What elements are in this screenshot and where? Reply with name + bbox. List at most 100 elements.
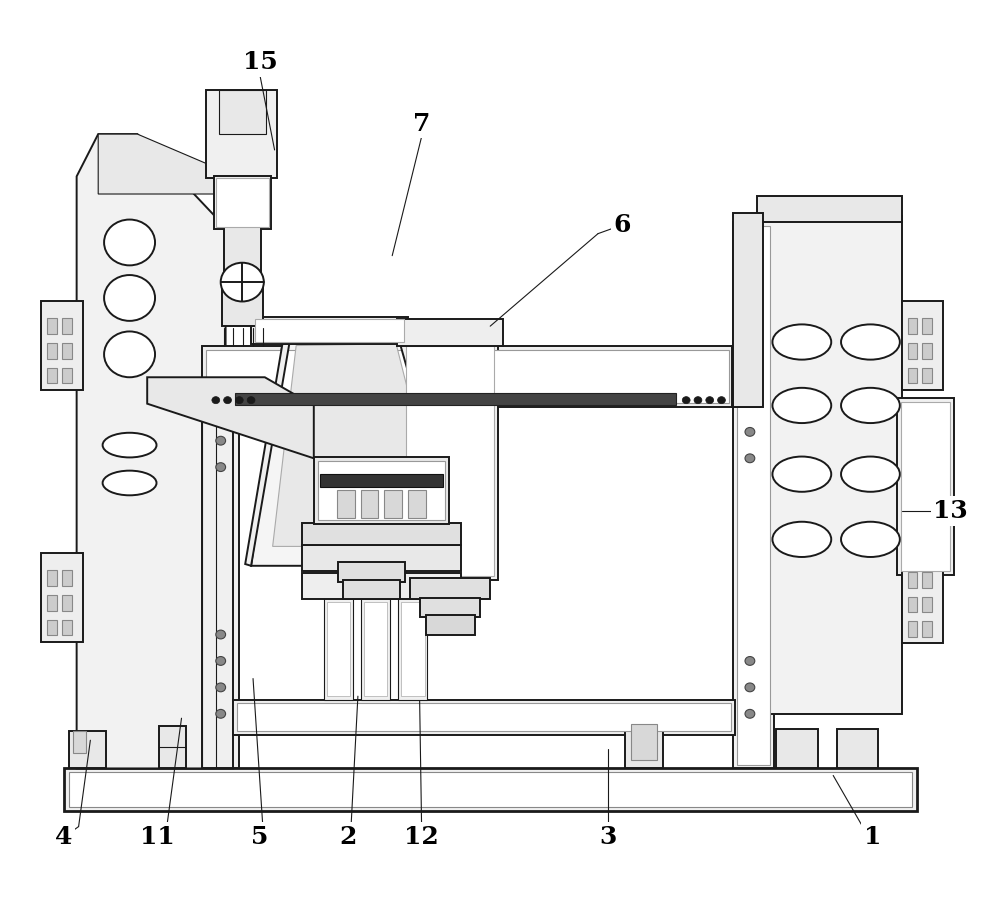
Bar	[922, 318, 932, 334]
Polygon shape	[251, 342, 463, 565]
Polygon shape	[77, 134, 233, 769]
Circle shape	[216, 436, 226, 445]
Bar	[41, 554, 83, 642]
Bar	[361, 599, 390, 699]
Bar	[922, 368, 932, 384]
Bar	[908, 368, 917, 384]
Circle shape	[216, 656, 226, 665]
Bar	[837, 729, 878, 769]
Bar	[47, 595, 57, 610]
Ellipse shape	[772, 521, 831, 557]
Bar	[314, 458, 449, 523]
Polygon shape	[245, 343, 289, 565]
Bar	[47, 368, 57, 384]
Circle shape	[104, 332, 155, 378]
Bar	[361, 490, 378, 518]
Bar	[224, 227, 261, 273]
Bar	[62, 343, 72, 359]
Bar	[343, 580, 400, 600]
Bar	[908, 621, 917, 637]
Bar	[206, 350, 729, 403]
Bar	[327, 602, 350, 696]
Bar	[206, 90, 277, 178]
Ellipse shape	[772, 457, 831, 492]
Ellipse shape	[103, 432, 157, 458]
Bar	[62, 368, 72, 384]
Circle shape	[221, 263, 264, 301]
Text: 13: 13	[933, 499, 968, 523]
Bar	[922, 621, 932, 637]
Bar	[398, 599, 427, 699]
Circle shape	[682, 396, 690, 404]
Bar	[631, 725, 657, 760]
Ellipse shape	[772, 387, 831, 423]
Bar	[384, 490, 402, 518]
Polygon shape	[98, 134, 216, 194]
Bar	[216, 178, 269, 227]
Bar	[302, 522, 461, 545]
Bar	[233, 699, 735, 735]
Bar	[776, 729, 818, 769]
Bar	[214, 176, 271, 229]
Text: 6: 6	[614, 213, 631, 236]
Bar	[733, 222, 774, 769]
Ellipse shape	[841, 325, 900, 360]
Bar	[901, 402, 950, 571]
Bar	[235, 393, 676, 405]
Circle shape	[216, 463, 226, 471]
Circle shape	[216, 630, 226, 639]
Bar	[364, 602, 387, 696]
Text: 4: 4	[55, 825, 73, 850]
Circle shape	[104, 275, 155, 321]
Bar	[41, 301, 83, 389]
Circle shape	[745, 656, 755, 665]
Bar	[202, 405, 239, 769]
Bar	[62, 318, 72, 334]
Circle shape	[694, 396, 702, 404]
Bar	[324, 599, 353, 699]
Bar	[625, 711, 663, 769]
Circle shape	[235, 396, 243, 404]
Bar	[902, 556, 943, 644]
Bar	[47, 318, 57, 334]
Bar	[318, 461, 445, 520]
Bar	[757, 196, 902, 222]
Bar	[420, 598, 480, 617]
Bar	[922, 343, 932, 359]
Text: 12: 12	[404, 825, 439, 850]
Bar	[62, 619, 72, 636]
Circle shape	[706, 396, 714, 404]
Bar	[401, 602, 425, 696]
Bar	[73, 732, 86, 752]
Bar	[302, 573, 461, 600]
Circle shape	[745, 454, 755, 463]
Polygon shape	[147, 378, 314, 458]
Bar	[320, 474, 443, 486]
Text: 11: 11	[140, 825, 174, 850]
Ellipse shape	[841, 521, 900, 557]
Polygon shape	[273, 343, 447, 547]
Bar	[732, 345, 760, 407]
Ellipse shape	[841, 457, 900, 492]
Bar	[410, 578, 490, 600]
Polygon shape	[400, 342, 469, 564]
Bar	[64, 769, 916, 811]
Bar	[219, 90, 266, 134]
Bar	[402, 342, 498, 580]
Ellipse shape	[103, 471, 157, 495]
Ellipse shape	[841, 387, 900, 423]
Bar	[47, 570, 57, 586]
Bar	[406, 345, 494, 576]
Circle shape	[212, 396, 220, 404]
Bar	[202, 345, 733, 407]
Bar	[237, 703, 731, 732]
Bar	[737, 226, 770, 765]
Circle shape	[745, 428, 755, 436]
Text: 5: 5	[251, 825, 269, 850]
Text: 1: 1	[864, 825, 881, 850]
Bar	[408, 490, 426, 518]
Circle shape	[104, 219, 155, 265]
Circle shape	[745, 709, 755, 718]
Ellipse shape	[772, 325, 831, 360]
Bar	[62, 570, 72, 586]
